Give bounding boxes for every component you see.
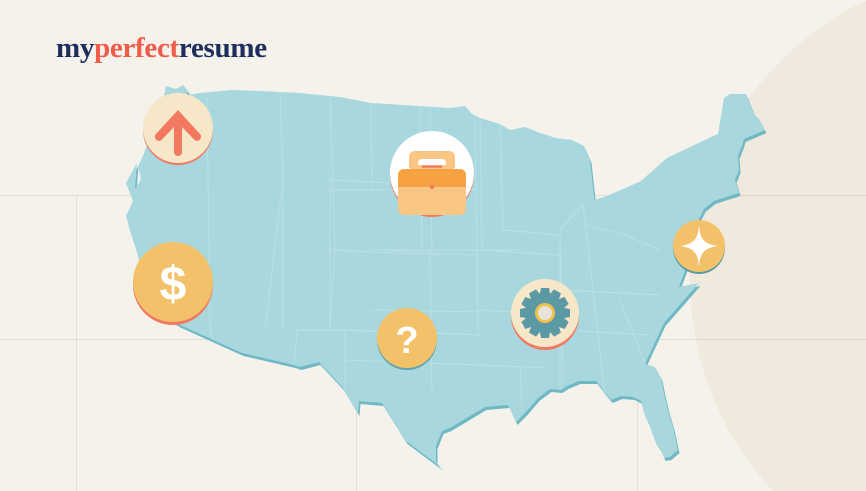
svg-text:?: ?	[395, 320, 418, 362]
svg-text:$: $	[160, 258, 187, 311]
